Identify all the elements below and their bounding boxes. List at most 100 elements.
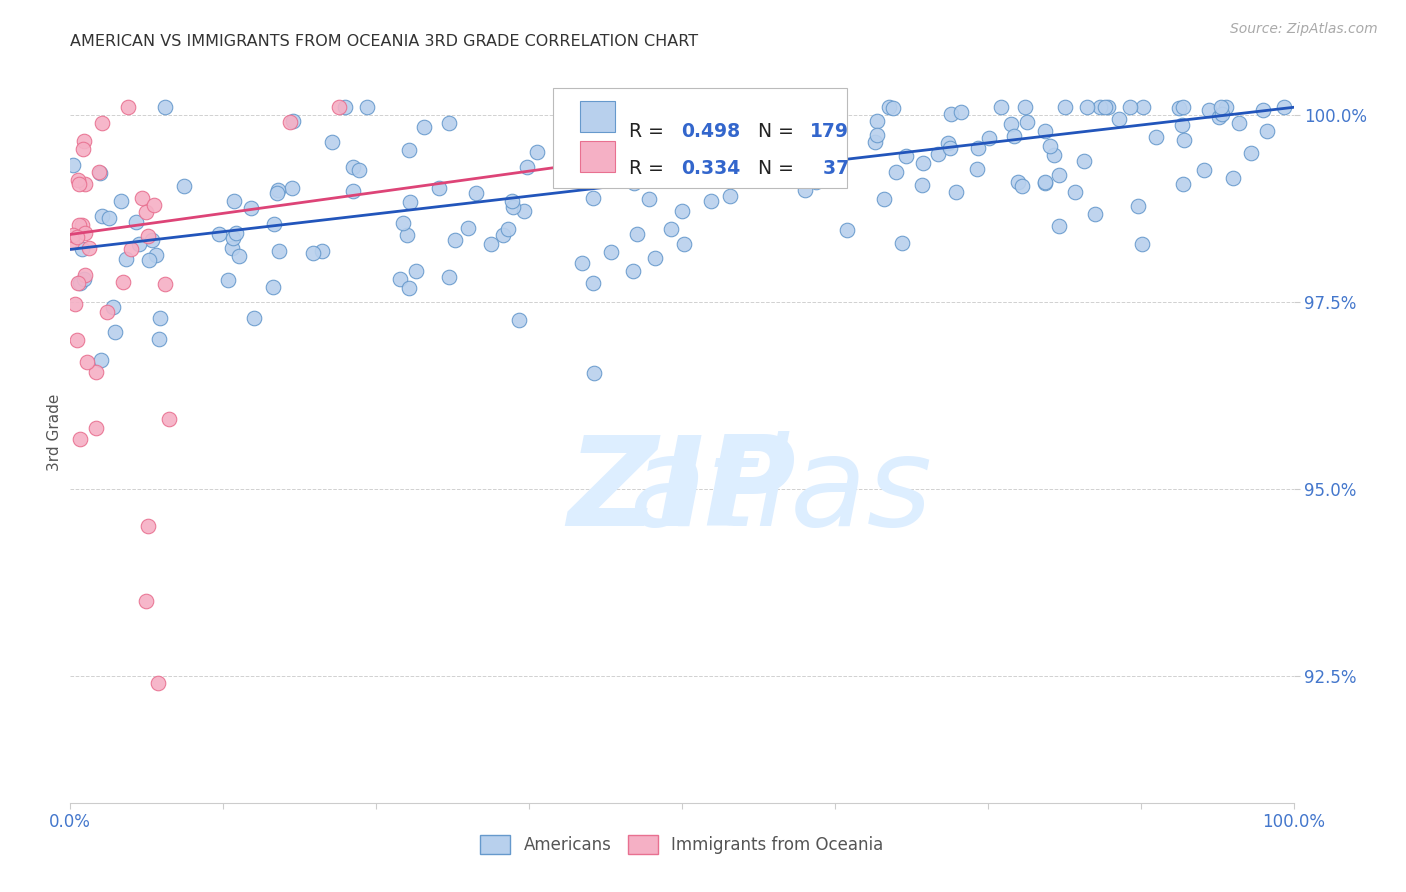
Point: [526, 145, 548, 160]
Point: [613, 138, 636, 153]
Point: [977, 130, 1000, 145]
Point: [785, 146, 807, 161]
Point: [1035, 175, 1057, 189]
Point: [117, 100, 139, 114]
Point: [240, 201, 263, 215]
Text: ZIP: ZIP: [568, 432, 796, 552]
Point: [1171, 177, 1194, 191]
Point: [101, 300, 124, 314]
Point: [613, 149, 636, 163]
Point: [1119, 100, 1142, 114]
Point: [392, 216, 415, 230]
Text: N =: N =: [745, 122, 800, 141]
Point: [967, 141, 990, 155]
Point: [1076, 100, 1098, 114]
Point: [412, 120, 434, 135]
Point: [620, 128, 643, 142]
Point: [63, 297, 86, 311]
Point: [576, 134, 599, 148]
Point: [865, 114, 887, 128]
Point: [1256, 124, 1278, 138]
Point: [157, 411, 180, 425]
Point: [87, 165, 110, 179]
Point: [388, 272, 411, 286]
Point: [866, 128, 889, 143]
Text: 0.498: 0.498: [681, 122, 740, 141]
Point: [806, 175, 828, 189]
Point: [1033, 177, 1056, 191]
Point: [76, 355, 98, 369]
Point: [1084, 207, 1107, 221]
Point: [516, 161, 538, 175]
Point: [567, 154, 589, 169]
Point: [1088, 100, 1111, 114]
Point: [77, 241, 100, 255]
Point: [62, 228, 84, 243]
Point: [702, 100, 724, 114]
Point: [148, 311, 170, 326]
Point: [135, 594, 157, 608]
Point: [62, 158, 84, 172]
Point: [1108, 112, 1130, 127]
Point: [328, 100, 350, 114]
Point: [508, 313, 530, 327]
Point: [145, 248, 167, 262]
Point: [761, 136, 783, 151]
Point: [72, 141, 94, 155]
Point: [731, 100, 754, 114]
Point: [1171, 118, 1194, 132]
Point: [1211, 107, 1233, 121]
Point: [1274, 100, 1296, 114]
Point: [135, 204, 157, 219]
Point: [115, 252, 138, 266]
Point: [1039, 138, 1062, 153]
Point: [1047, 219, 1070, 233]
Point: [1192, 163, 1215, 178]
Point: [110, 194, 132, 209]
Point: [623, 176, 645, 190]
Point: [66, 277, 89, 291]
Point: [1017, 115, 1039, 129]
Point: [125, 215, 148, 229]
Point: [877, 100, 900, 114]
Point: [600, 244, 623, 259]
Point: [67, 177, 90, 191]
Point: [281, 181, 304, 195]
Point: [73, 178, 96, 192]
Point: [596, 120, 619, 135]
Point: [70, 242, 93, 256]
Point: [457, 220, 479, 235]
Point: [1222, 170, 1244, 185]
Point: [607, 109, 630, 123]
Point: [91, 209, 114, 223]
Point: [262, 280, 284, 294]
Point: [1094, 100, 1116, 114]
Point: [1047, 169, 1070, 183]
Point: [97, 211, 120, 226]
Point: [75, 226, 97, 240]
Point: [702, 163, 724, 178]
Point: [173, 179, 195, 194]
Point: [1240, 145, 1263, 160]
Point: [1209, 100, 1232, 114]
Point: [347, 162, 370, 177]
Point: [565, 100, 588, 114]
Point: [1208, 110, 1230, 124]
Text: N =: N =: [745, 159, 800, 178]
Point: [356, 100, 378, 114]
Point: [437, 116, 460, 130]
Point: [1168, 101, 1191, 115]
Point: [225, 227, 247, 241]
Point: [120, 242, 142, 256]
Point: [1007, 175, 1029, 189]
Point: [398, 144, 420, 158]
Point: [72, 134, 94, 148]
Point: [302, 245, 325, 260]
Point: [138, 253, 160, 268]
FancyBboxPatch shape: [581, 141, 614, 172]
Point: [208, 227, 231, 242]
Point: [1144, 130, 1167, 145]
Point: [637, 192, 659, 206]
Point: [945, 186, 967, 200]
Point: [395, 228, 418, 243]
